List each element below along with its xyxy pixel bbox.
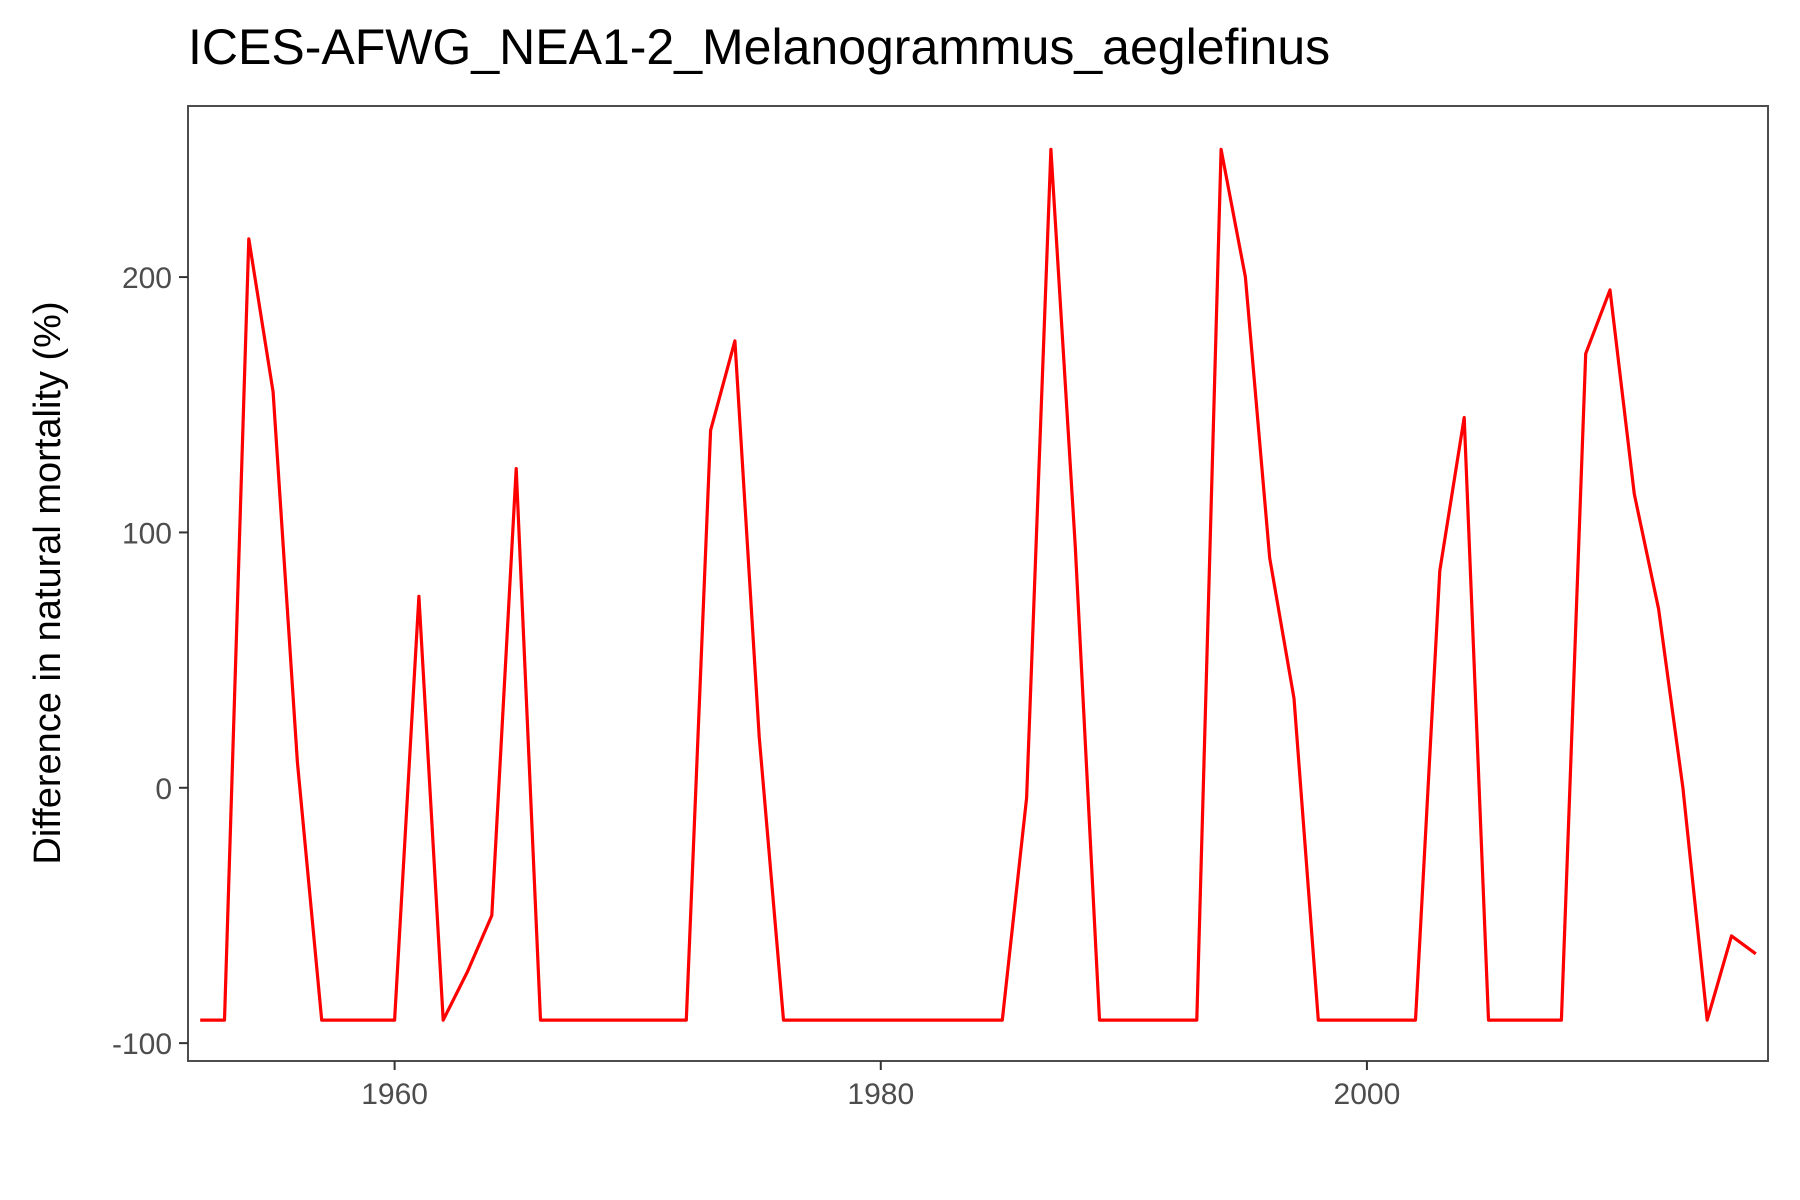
y-axis-ticks: -100 0 100 200 xyxy=(112,262,188,1061)
y-tick-label: -100 xyxy=(112,1028,172,1061)
chart-title: ICES-AFWG_NEA1-2_Melanogrammus_aeglefinu… xyxy=(188,19,1331,75)
x-tick-label: 1960 xyxy=(361,1078,428,1111)
plot-panel xyxy=(187,105,1769,1062)
y-tick-label: 0 xyxy=(155,773,172,806)
series-layer xyxy=(200,147,1757,1022)
x-tick-label: 1980 xyxy=(847,1078,914,1111)
x-tick-label: 2000 xyxy=(1334,1078,1401,1111)
y-tick-label: 200 xyxy=(122,262,172,295)
y-tick-label: 100 xyxy=(122,517,172,550)
y-axis-title: Difference in natural mortality (%) xyxy=(27,301,69,864)
series-line xyxy=(200,147,1757,1022)
x-axis-ticks: 1960 1980 2000 xyxy=(361,1061,1400,1111)
